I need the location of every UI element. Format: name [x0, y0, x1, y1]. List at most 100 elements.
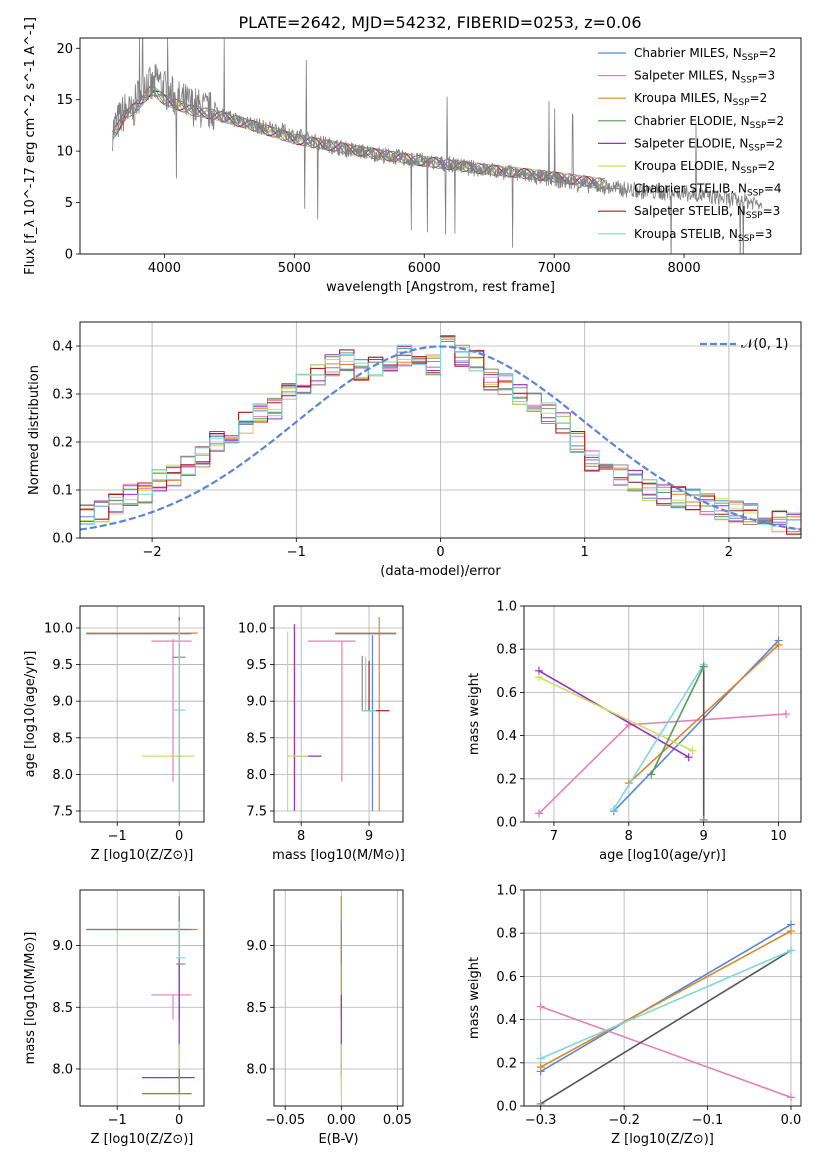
panel-mass_vs_Z: −1 0 8.0 8.5 9.0 Z [log10(Z/Z⊙)] mass [log10(M… — [23, 889, 205, 1147]
weight-marker — [534, 673, 543, 682]
legend-label-tail: =2 — [750, 91, 768, 105]
y-tick-label: 9.0 — [52, 939, 73, 954]
weight-line — [538, 713, 787, 814]
y-tick-label: 7.5 — [246, 805, 267, 820]
y-tick-label: 0.0 — [52, 532, 73, 547]
y-tick-label: 8.5 — [246, 1001, 267, 1016]
x-axis-label: mass [log10(M/M⊙)] — [272, 848, 405, 863]
legend-label-tail: =2 — [765, 136, 783, 150]
x-tick-label: 0.05 — [383, 1113, 412, 1128]
y-tick-label: 9.0 — [246, 695, 267, 710]
y-axis-label: mass [log10(M/M⊙)] — [23, 932, 38, 1065]
panel-weight_vs_age: 7 8 9 10 0.0 0.2 0.4 0.6 0.8 1.0 age [log10(age/yr… — [467, 600, 802, 863]
legend-label-subscript: SSP — [748, 143, 765, 153]
legend-label-tail: =3 — [763, 204, 781, 218]
panel-residuals: −2 −1 0 1 2 0.0 0.1 0.2 0.3 0.4 (data-model)/error… — [27, 321, 802, 579]
weight-marker — [647, 770, 656, 779]
panel-age_vs_mass: 8 9 7.5 8.0 8.5 9.0 9.5 10.0 mass [log10(M/M⊙)] — [238, 605, 405, 863]
x-tick-label: −1 — [287, 545, 306, 560]
y-tick-label: 15 — [56, 93, 73, 108]
y-axis-label: mass weight — [467, 673, 482, 755]
spectrum-legend: Chabrier MILES, NSSP=2 Salpeter MILES, NS… — [598, 46, 784, 244]
y-tick-label: 8.0 — [52, 768, 73, 783]
legend-label-subscript: SSP — [742, 53, 759, 63]
plot-area-residuals — [80, 335, 801, 535]
y-tick-label: 9.0 — [246, 939, 267, 954]
residual-histogram — [80, 336, 801, 527]
x-tick-label: 8 — [625, 829, 633, 844]
weight-marker — [699, 815, 708, 822]
plot-area-age_vs_Z — [86, 616, 198, 812]
weight-line — [540, 930, 792, 1068]
legend-label-tail: =3 — [757, 69, 775, 83]
y-axis-label: Normed distribution — [27, 365, 42, 495]
weight-marker — [609, 805, 618, 814]
y-tick-label: 0.2 — [52, 436, 73, 451]
y-tick-label: 9.5 — [52, 658, 73, 673]
x-axis-label: age [log10(age/yr)] — [599, 848, 726, 863]
weight-line — [538, 676, 693, 752]
y-tick-label: 8.5 — [52, 1001, 73, 1016]
y-tick-label: 10.0 — [44, 621, 73, 636]
x-tick-label: −0.05 — [265, 1113, 305, 1128]
x-axis-label: Z [log10(Z/Z⊙)] — [91, 848, 194, 863]
x-tick-label: 0.00 — [327, 1113, 356, 1128]
x-tick-label: 0.0 — [781, 1113, 802, 1128]
legend-label: Chabrier STELIB, NSSP=4 — [634, 182, 782, 199]
legend-label: Kroupa MILES, NSSP=2 — [634, 91, 767, 108]
y-tick-label: 1.0 — [496, 884, 517, 899]
x-tick-label: 7 — [550, 829, 558, 844]
y-tick-label: 0.2 — [496, 1056, 517, 1071]
x-tick-label: −1 — [108, 1113, 127, 1128]
legend-label-subscript: SSP — [738, 234, 755, 244]
legend-label-subscript: SSP — [750, 121, 767, 131]
panel-mass_vs_ebv: −0.05 0.00 0.05 8.0 8.5 9.0 E(B-V) — [246, 889, 412, 1147]
y-tick-label: 1.0 — [496, 600, 517, 615]
y-tick-label: 0.6 — [496, 970, 517, 985]
x-axis-label: wavelength [Angstrom, rest frame] — [326, 280, 555, 295]
x-tick-label: 9 — [365, 829, 373, 844]
y-tick-label: 8.0 — [246, 1062, 267, 1077]
legend-label: Chabrier ELODIE, NSSP=2 — [634, 114, 784, 131]
x-tick-label: 5000 — [278, 261, 311, 276]
axes-frame — [79, 37, 802, 255]
legend-label-tail: =2 — [759, 46, 777, 60]
x-tick-label: −1 — [108, 829, 127, 844]
legend-label: Salpeter ELODIE, NSSP=2 — [634, 136, 783, 153]
x-axis-label: (data-model)/error — [380, 564, 501, 579]
figure-title: PLATE=2642, MJD=54232, FIBERID=0253, z=0… — [238, 13, 641, 32]
panel-spectrum: 4000 5000 6000 7000 8000 0 5 10 15 20 wavelength [… — [23, 17, 802, 295]
y-tick-label: 0.8 — [496, 643, 517, 658]
weight-line — [650, 666, 705, 775]
x-tick-label: 6000 — [408, 261, 441, 276]
normal-curve — [80, 345, 801, 531]
x-tick-label: −0.2 — [608, 1113, 640, 1128]
x-tick-label: 0 — [436, 545, 444, 560]
plot-area-weight_vs_Z — [536, 920, 795, 1106]
y-tick-label: 0 — [65, 248, 73, 263]
x-tick-label: 2 — [725, 545, 733, 560]
legend-label-tail: =3 — [755, 227, 773, 241]
legend-label-subscript: SSP — [747, 189, 764, 199]
y-tick-label: 20 — [56, 42, 73, 57]
weight-line — [540, 923, 792, 1073]
legend-label-subscript: SSP — [746, 211, 763, 221]
axes-frame — [273, 889, 404, 1107]
legend-label-tail: =2 — [757, 159, 775, 173]
y-tick-label: 0.0 — [496, 816, 517, 831]
axes-frame — [523, 605, 802, 823]
x-tick-label: 0 — [175, 1113, 183, 1128]
plot-area-mass_vs_Z — [86, 896, 198, 1095]
weight-marker — [786, 927, 795, 936]
y-tick-label: 8.0 — [52, 1062, 73, 1077]
axes-frame — [273, 605, 404, 823]
weight-marker — [536, 1099, 545, 1106]
y-tick-label: 0.4 — [52, 340, 73, 355]
weight-marker — [774, 640, 783, 649]
y-axis-label: mass weight — [467, 957, 482, 1039]
y-tick-label: 8.0 — [246, 768, 267, 783]
plot-area-weight_vs_age — [534, 636, 791, 822]
legend-label: 𝒩(0, 1) — [741, 337, 788, 352]
axes-frame — [79, 321, 802, 539]
